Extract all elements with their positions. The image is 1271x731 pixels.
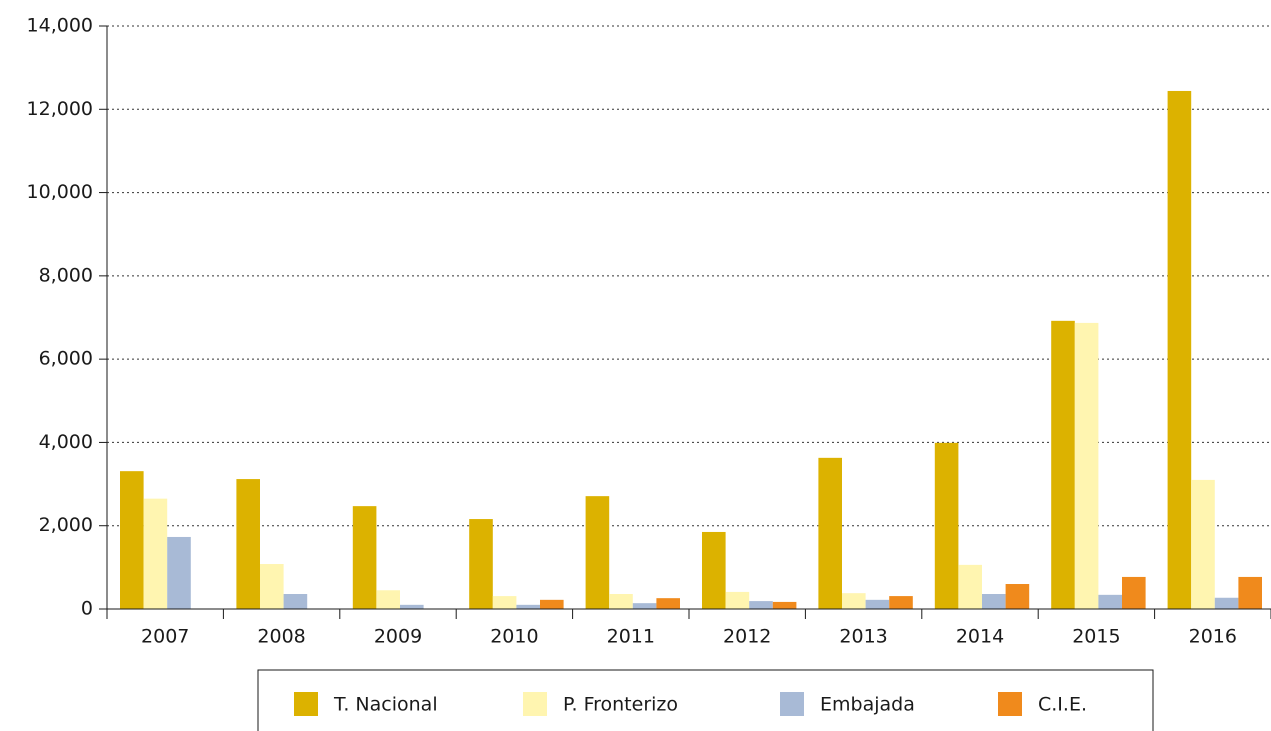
bar <box>889 596 913 609</box>
legend-label: P. Fronterizo <box>563 694 678 716</box>
bar <box>143 498 168 609</box>
y-tick-label: 8,000 <box>39 264 93 286</box>
bar <box>400 604 424 609</box>
bar <box>632 603 657 609</box>
bar <box>1051 320 1075 609</box>
legend-swatch <box>780 692 804 716</box>
bar <box>842 593 866 609</box>
bar <box>656 598 680 609</box>
x-tick-label: 2009 <box>374 626 422 648</box>
bar <box>283 594 308 609</box>
x-tick-label: 2007 <box>141 626 189 648</box>
bar <box>376 590 400 609</box>
bar <box>772 601 797 609</box>
bar <box>1238 576 1262 609</box>
bar <box>818 457 842 609</box>
legend-box <box>257 669 1154 731</box>
bar <box>1074 322 1099 609</box>
bar <box>1005 584 1030 609</box>
x-tick-label: 2011 <box>607 626 655 648</box>
bar <box>120 471 144 609</box>
bar <box>609 594 633 609</box>
bar <box>958 564 982 609</box>
bar <box>934 442 959 609</box>
y-tick-label: 2,000 <box>39 514 93 536</box>
x-tick-label: 2010 <box>490 626 538 648</box>
y-tick-label: 12,000 <box>27 98 93 120</box>
legend-label: C.I.E. <box>1038 694 1087 716</box>
bar <box>236 479 260 609</box>
bar <box>865 599 890 609</box>
x-tick-label: 2008 <box>257 626 305 648</box>
bar <box>702 531 726 609</box>
bar <box>1214 597 1239 609</box>
bar <box>540 599 564 609</box>
bar <box>725 591 750 609</box>
bar <box>1191 479 1215 609</box>
x-tick-label: 2015 <box>1072 626 1120 648</box>
x-tick-label: 2013 <box>839 626 887 648</box>
legend-label: Embajada <box>820 694 915 716</box>
x-tick-label: 2016 <box>1189 626 1237 648</box>
bar <box>492 596 517 609</box>
bar <box>167 536 191 609</box>
bar <box>982 594 1006 609</box>
bar <box>749 601 773 609</box>
bar <box>352 506 377 609</box>
y-tick-label: 0 <box>81 598 93 620</box>
legend-swatch <box>523 692 547 716</box>
legend-label: T. Nacional <box>333 694 438 716</box>
bar <box>516 604 540 609</box>
bar <box>1167 90 1192 609</box>
x-tick-label: 2012 <box>723 626 771 648</box>
bar <box>1122 576 1146 609</box>
legend-swatch <box>294 692 318 716</box>
bar <box>260 564 284 609</box>
bar <box>469 519 493 609</box>
bar <box>1098 594 1122 609</box>
y-tick-label: 4,000 <box>39 431 93 453</box>
y-tick-label: 10,000 <box>27 181 93 203</box>
y-tick-label: 14,000 <box>27 15 93 37</box>
y-tick-label: 6,000 <box>39 348 93 370</box>
x-tick-label: 2014 <box>956 626 1004 648</box>
bar <box>585 496 610 609</box>
legend-swatch <box>998 692 1022 716</box>
